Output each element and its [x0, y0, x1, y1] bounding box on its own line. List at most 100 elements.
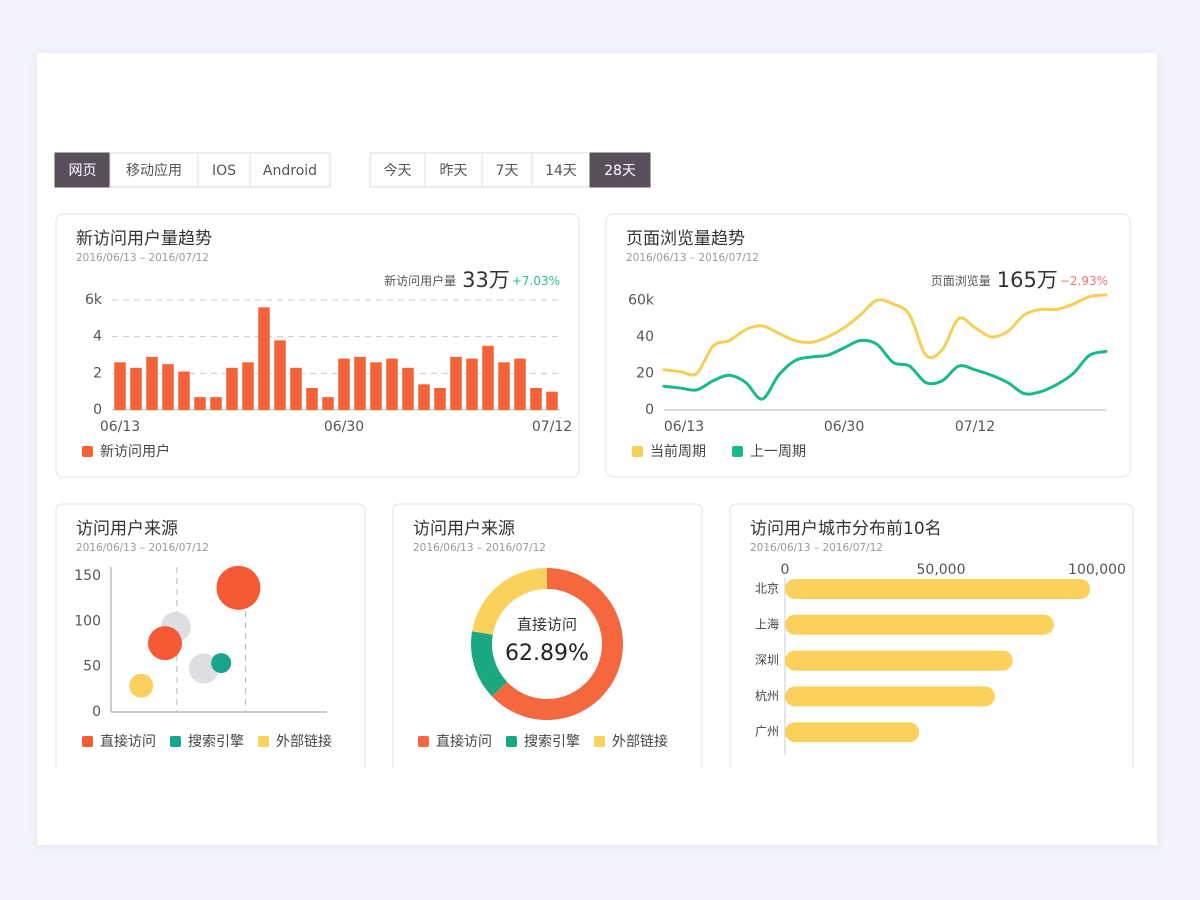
legend-label: 当前周期	[650, 443, 706, 460]
bar	[290, 367, 302, 410]
y-tick-label: 0	[92, 704, 101, 720]
y-tick-label: 60k	[628, 292, 655, 308]
tab[interactable]	[424, 152, 483, 188]
bar	[130, 367, 142, 410]
bubble	[211, 653, 232, 674]
stat-label: 页面浏览量	[931, 273, 991, 288]
stat-label: 新访问用户量	[384, 273, 456, 288]
bar	[194, 397, 206, 410]
tab-label[interactable]: 28天	[604, 163, 636, 179]
y-tick-label: 北京	[755, 582, 779, 596]
tab-label[interactable]: 网页	[69, 163, 97, 179]
bar	[514, 358, 526, 410]
bar	[482, 345, 494, 410]
bar	[785, 614, 1054, 635]
donut-segment	[471, 631, 508, 697]
x-tick-label: 07/12	[532, 419, 572, 435]
tab[interactable]	[531, 152, 591, 188]
bar	[258, 307, 270, 410]
bar	[322, 397, 334, 410]
card-subtitle: 2016/06/13 – 2016/07/12	[76, 542, 209, 554]
bar	[402, 367, 414, 410]
y-tick-label: 0	[93, 402, 102, 418]
y-tick-label: 深圳	[755, 653, 779, 667]
card-subtitle: 2016/06/13 – 2016/07/12	[76, 252, 209, 264]
bar	[178, 371, 190, 410]
tab-label[interactable]: 移动应用	[126, 162, 182, 179]
line	[662, 293, 1108, 377]
tab-label[interactable]: 今天	[384, 163, 412, 179]
stat: 新访问用户量 33万 +7.03%	[384, 268, 560, 292]
legend-swatch	[594, 736, 605, 747]
y-tick-label: 100	[74, 613, 101, 629]
card-subtitle: 2016/06/13 – 2016/07/12	[413, 542, 546, 554]
bar	[162, 364, 174, 410]
y-tick-label: 40	[636, 329, 654, 345]
bar	[785, 579, 1091, 599]
legend-label: 搜索引擎	[188, 733, 244, 750]
y-tick-label: 6k	[85, 292, 103, 308]
donut-segment	[472, 568, 547, 635]
bar	[386, 358, 398, 410]
legend-label: 搜索引擎	[524, 733, 580, 750]
tab[interactable]	[481, 152, 533, 188]
card	[605, 213, 1131, 478]
card-title: 访问用户来源	[413, 519, 515, 539]
bar	[210, 397, 222, 410]
bar	[546, 391, 558, 410]
tab[interactable]	[54, 152, 111, 188]
tab[interactable]	[589, 152, 651, 188]
card	[392, 503, 703, 768]
bar	[146, 356, 158, 410]
legend-swatch	[418, 736, 429, 747]
tab-label[interactable]: 7天	[496, 163, 519, 179]
tab[interactable]	[197, 152, 251, 188]
stat: 页面浏览量 165万 −2.93%	[931, 268, 1108, 292]
tab[interactable]	[109, 152, 199, 188]
legend-swatch	[732, 446, 743, 457]
tab-label[interactable]: IOS	[212, 163, 236, 179]
stat-change: +7.03%	[512, 274, 560, 288]
x-tick-label: 07/12	[955, 419, 995, 435]
bar	[274, 340, 286, 410]
y-tick-label: 50	[83, 659, 101, 675]
card-title: 页面浏览量趋势	[626, 229, 745, 249]
bubble	[148, 626, 182, 661]
bar	[450, 356, 462, 410]
legend-label: 新访问用户	[100, 443, 170, 460]
bar	[242, 362, 254, 410]
card	[55, 213, 580, 478]
bar	[785, 722, 920, 743]
x-tick-label: 06/13	[100, 419, 140, 435]
bar	[306, 388, 318, 410]
x-tick-label: 100,000	[1068, 562, 1126, 578]
x-tick-label: 0	[781, 562, 790, 578]
x-tick-label: 06/30	[324, 419, 364, 435]
bubble	[129, 673, 154, 698]
y-tick-label: 0	[645, 402, 654, 418]
bar	[785, 686, 995, 707]
tab-label[interactable]: 昨天	[440, 163, 468, 179]
legend-swatch	[82, 736, 93, 747]
legend-swatch	[506, 736, 517, 747]
bar	[226, 367, 238, 410]
y-tick-label: 4	[93, 329, 102, 345]
tab-label[interactable]: Android	[263, 163, 317, 179]
line	[662, 338, 1108, 401]
bar	[466, 358, 478, 410]
bar	[354, 356, 366, 410]
y-tick-label: 20	[636, 365, 654, 381]
y-tick-label: 广州	[755, 725, 779, 739]
bar	[530, 388, 542, 410]
tab[interactable]	[249, 152, 331, 188]
card-subtitle: 2016/06/13 – 2016/07/12	[750, 542, 883, 554]
x-tick-label: 06/30	[824, 419, 864, 435]
stat-value: 165万	[997, 268, 1058, 292]
x-tick-label: 06/13	[664, 419, 704, 435]
tab-label[interactable]: 14天	[545, 163, 577, 179]
card-title: 新访问用户量趋势	[76, 229, 212, 249]
y-tick-label: 上海	[755, 616, 779, 631]
bar	[434, 388, 446, 410]
y-tick-label: 150	[74, 568, 101, 584]
donut-segment	[491, 568, 624, 721]
